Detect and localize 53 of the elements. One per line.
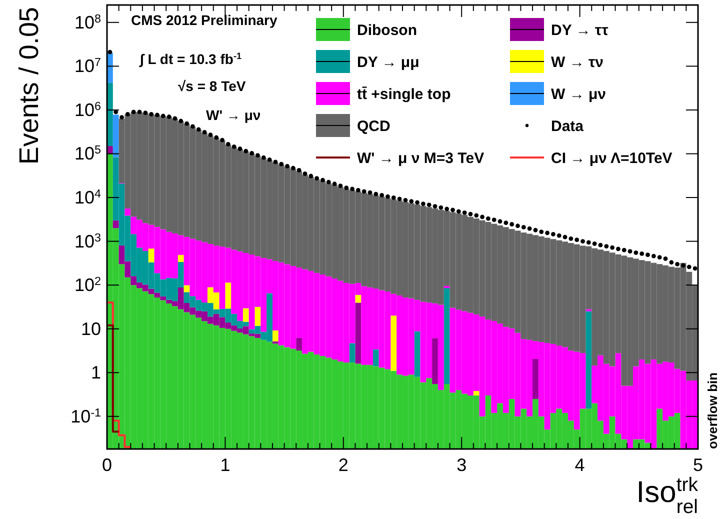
x-tick-label: 0 [102,455,112,475]
y-axis-title: Events / 0.05 [14,7,44,165]
bar [372,349,379,366]
x-tick-label: 2 [338,455,348,475]
bar [225,282,232,309]
bar [414,331,420,377]
y-tick-label: 10$^{2}$ [74,274,101,296]
legend-label: DY → ττ [551,22,609,39]
bar [432,338,438,384]
legend-label: Diboson [357,22,417,39]
bar [586,311,592,409]
legend-label: CI → μν Λ=10TeV [551,150,672,167]
bar [148,248,154,262]
annotation: ∫ L dt = 10.3 fb$^{-1}$ [139,51,242,68]
bar [390,316,397,371]
legend-label: Data [551,118,584,135]
annotation: √s = 8 TeV [178,78,246,94]
bar [178,254,184,262]
x-tick-label: 1 [220,455,230,475]
legend-label: DY → μμ [357,54,420,71]
y-tick-label: 10$^{6}$ [74,99,101,120]
legend-label: W → τν [551,54,604,71]
y-tick-label: 10$^{8}$ [74,12,101,32]
bar [355,294,362,303]
bar [242,308,249,322]
legend-label: tt̄ +single top [357,86,451,103]
bar [124,208,131,216]
y-tick-label: 10$^{5}$ [74,143,102,164]
bar [355,302,362,364]
bar [444,286,450,288]
x-tick-label: 5 [692,455,704,475]
x-tick-label: 4 [574,455,585,475]
annotation: W' → μν [206,107,261,123]
y-tick-label: 1 [90,362,101,383]
y-tick-label: 10$^{4}$ [74,187,102,208]
legend-label: QCD [357,118,390,135]
bar [112,220,119,228]
bar [296,338,302,351]
annotation: CMS 2012 Preliminary [131,12,278,28]
bar [532,358,538,399]
y-tick-label: 10$^{7}$ [74,56,101,76]
bar [444,288,450,384]
bar [473,391,480,396]
y-tick-label: 10$^{-1}$ [70,406,101,426]
x-tick-label: 3 [456,455,467,475]
y-tick-label: 10$^{3}$ [74,230,101,252]
bar [349,343,356,363]
text: overflow bin [705,372,720,449]
y-tick-label: 10 [80,318,101,339]
bar [272,330,278,342]
legend-label: W → μν [551,86,606,103]
bar [254,306,261,326]
legend-label: W' → μ ν M=3 TeV [357,150,484,167]
